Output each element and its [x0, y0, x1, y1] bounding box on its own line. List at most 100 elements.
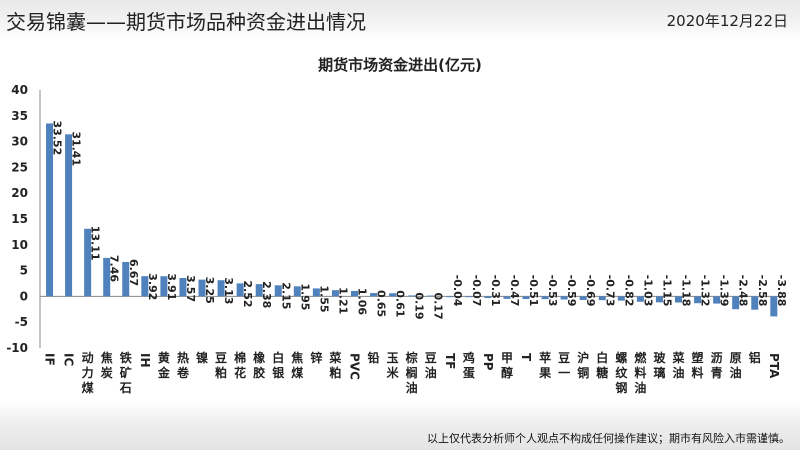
value-label: 0.61: [394, 290, 407, 317]
y-tick-label: 10: [11, 238, 28, 252]
bar: [408, 295, 416, 297]
category-label: 焦煤: [290, 350, 303, 380]
bar: [198, 279, 206, 297]
chart-title: 期货市场资金进出(亿元): [318, 56, 482, 74]
y-tick-label: 40: [11, 83, 28, 97]
y-tick-label: 5: [20, 264, 28, 278]
value-label: 6.67: [127, 259, 140, 286]
category-label: 玻璃: [653, 350, 666, 380]
category-label: TF: [443, 353, 457, 369]
bar: [465, 296, 473, 298]
category-label: 锌: [310, 350, 322, 365]
category-label: 螺纹钢: [615, 350, 628, 395]
bar: [370, 293, 378, 297]
value-label: 0.19: [413, 292, 426, 319]
y-tick-label: 0: [20, 289, 28, 303]
bar: [122, 261, 130, 297]
value-label: 3.57: [184, 275, 197, 302]
value-label: -2.58: [756, 275, 769, 307]
bar: [522, 296, 530, 300]
category-label: 焦炭: [100, 350, 113, 380]
bar: [389, 293, 397, 297]
bar: [484, 296, 492, 298]
bar: [503, 296, 511, 299]
category-label: 橡胶: [253, 350, 266, 380]
bar: [255, 284, 263, 297]
bar: [65, 134, 73, 297]
value-label: -0.69: [584, 275, 597, 307]
category-label: 黄金: [157, 350, 171, 380]
value-label: -0.51: [527, 275, 540, 307]
category-label: PTA: [767, 353, 781, 379]
bar: [655, 296, 663, 303]
bar: [84, 228, 92, 297]
value-labels-group: 33.52 31.41 13.11 7.46 6.67 3.92 3.91 3.57 3.25 3…: [51, 120, 788, 319]
y-tick-label: -5: [15, 315, 28, 329]
footer-band: [0, 400, 800, 450]
page-title: 交易锦囊——期货市场品种资金进出情况: [6, 10, 366, 34]
value-label: 1.21: [336, 287, 349, 314]
bar: [312, 288, 320, 297]
value-label: 1.95: [298, 283, 311, 310]
bar: [217, 280, 225, 297]
bar: [46, 123, 54, 297]
category-label: 燃料油: [634, 350, 647, 395]
bar: [636, 296, 644, 302]
category-label: 铝: [749, 350, 761, 365]
category-label: 原油: [730, 351, 742, 380]
value-label: 3.25: [203, 277, 216, 304]
bar: [160, 276, 168, 297]
bar: [770, 296, 778, 317]
value-label: -1.32: [699, 275, 712, 307]
category-label: 菜粕: [328, 350, 341, 380]
bar: [560, 296, 568, 300]
bar: [598, 296, 606, 301]
category-label: T: [519, 353, 533, 362]
bar: [236, 283, 244, 297]
category-label: 棉花: [234, 350, 246, 380]
bar: [675, 296, 683, 303]
value-label: 1.55: [317, 285, 330, 312]
category-label: 玉米: [387, 351, 400, 380]
category-label: 白银: [272, 350, 285, 380]
category-label: 鸡蛋: [462, 350, 475, 380]
category-label: 豆粕: [215, 351, 227, 380]
value-label: 13.11: [89, 226, 102, 261]
value-label: -1.18: [680, 275, 693, 307]
fund-flow-bar-chart: 期货市场资金进出(亿元) 40 35 30 25 20 15 10 5 0 -5 -10 33.52…: [6, 56, 788, 395]
category-label: 铅: [367, 350, 380, 365]
bar: [541, 296, 549, 300]
value-label: 31.41: [70, 131, 83, 166]
bar: [179, 277, 187, 297]
value-label: -2.48: [737, 275, 750, 307]
bar: [103, 257, 111, 297]
y-tick-label: 15: [11, 212, 28, 226]
category-label: 动力煤: [82, 351, 94, 395]
disclaimer: 以上仅代表分析师个人观点不构成任何操作建议；期市有风险入市需谨慎。: [427, 432, 790, 445]
value-label: 3.92: [146, 273, 159, 300]
value-label: 2.15: [279, 282, 292, 309]
value-label: -0.07: [470, 275, 483, 307]
bar: [732, 296, 740, 310]
category-label: 甲醇: [501, 351, 513, 380]
category-label: PP: [481, 353, 495, 371]
y-tick-label: 35: [11, 109, 28, 123]
report-date: 2020年12月22日: [666, 12, 788, 30]
value-label: 3.91: [165, 273, 178, 300]
bar: [274, 285, 282, 297]
category-label: 菜油: [672, 350, 685, 380]
value-label: -0.73: [603, 275, 616, 307]
category-label: 铁矿石: [119, 350, 132, 395]
category-labels-group: IF IC 动力煤焦炭铁矿石 IH 黄金热卷镍 豆粕棉花橡胶白银焦煤锌 菜粕 PVC 铅玉米棕榈…: [43, 350, 781, 395]
bar: [141, 276, 149, 297]
value-label: -0.47: [508, 275, 521, 307]
value-label: -1.39: [718, 275, 731, 307]
bar: [579, 296, 587, 300]
bar: [617, 296, 625, 301]
value-label: -1.15: [660, 275, 673, 307]
category-label: 镍: [196, 350, 208, 365]
y-tick-label: 20: [11, 186, 28, 200]
value-label: 2.52: [241, 280, 254, 307]
bar: [293, 286, 301, 297]
value-label: 33.52: [51, 120, 64, 155]
